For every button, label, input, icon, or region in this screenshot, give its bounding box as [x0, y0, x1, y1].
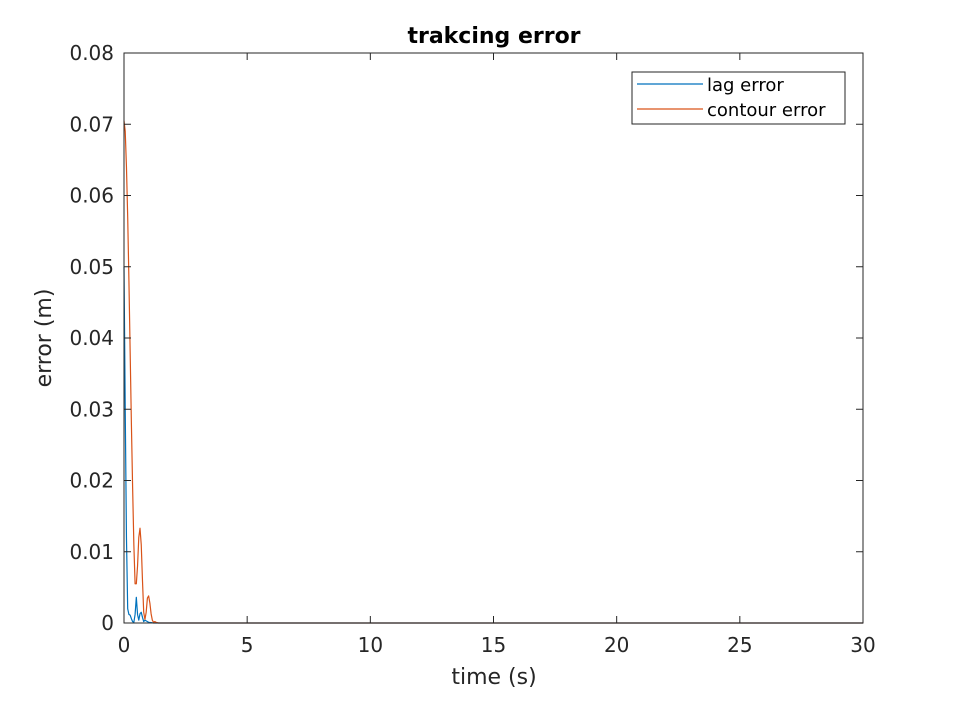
- chart-title: trakcing error: [407, 24, 580, 49]
- y-tick-label: 0.04: [69, 326, 114, 350]
- y-tick-label: 0.01: [69, 540, 114, 564]
- legend: lag error contour error: [631, 71, 846, 125]
- y-tick-label: 0.06: [69, 184, 114, 208]
- x-tick-label: 10: [358, 633, 383, 657]
- legend-label-contour-error: contour error: [707, 100, 826, 121]
- y-tick-label: 0: [101, 611, 114, 635]
- x-tick-label: 0: [118, 633, 131, 657]
- legend-box: [631, 71, 846, 125]
- y-ticks: 0 0.01 0.02 0.03 0.04 0.05 0.06 0.07 0.08: [69, 41, 863, 635]
- x-tick-label: 25: [727, 633, 752, 657]
- x-axis-label: time (s): [451, 665, 536, 690]
- y-axis-label: error (m): [32, 289, 57, 388]
- x-tick-label: 20: [604, 633, 629, 657]
- x-tick-label: 15: [481, 633, 506, 657]
- y-tick-label: 0.03: [69, 397, 114, 421]
- y-tick-label: 0.02: [69, 469, 114, 493]
- plot-area: [124, 53, 863, 623]
- x-tick-label: 30: [850, 633, 875, 657]
- y-tick-label: 0.08: [69, 41, 114, 65]
- x-ticks: 0 5 10 15 20 25 30: [118, 53, 876, 657]
- y-tick-label: 0.07: [69, 112, 114, 136]
- y-tick-label: 0.05: [69, 255, 114, 279]
- legend-label-lag-error: lag error: [707, 75, 784, 96]
- x-tick-label: 5: [241, 633, 254, 657]
